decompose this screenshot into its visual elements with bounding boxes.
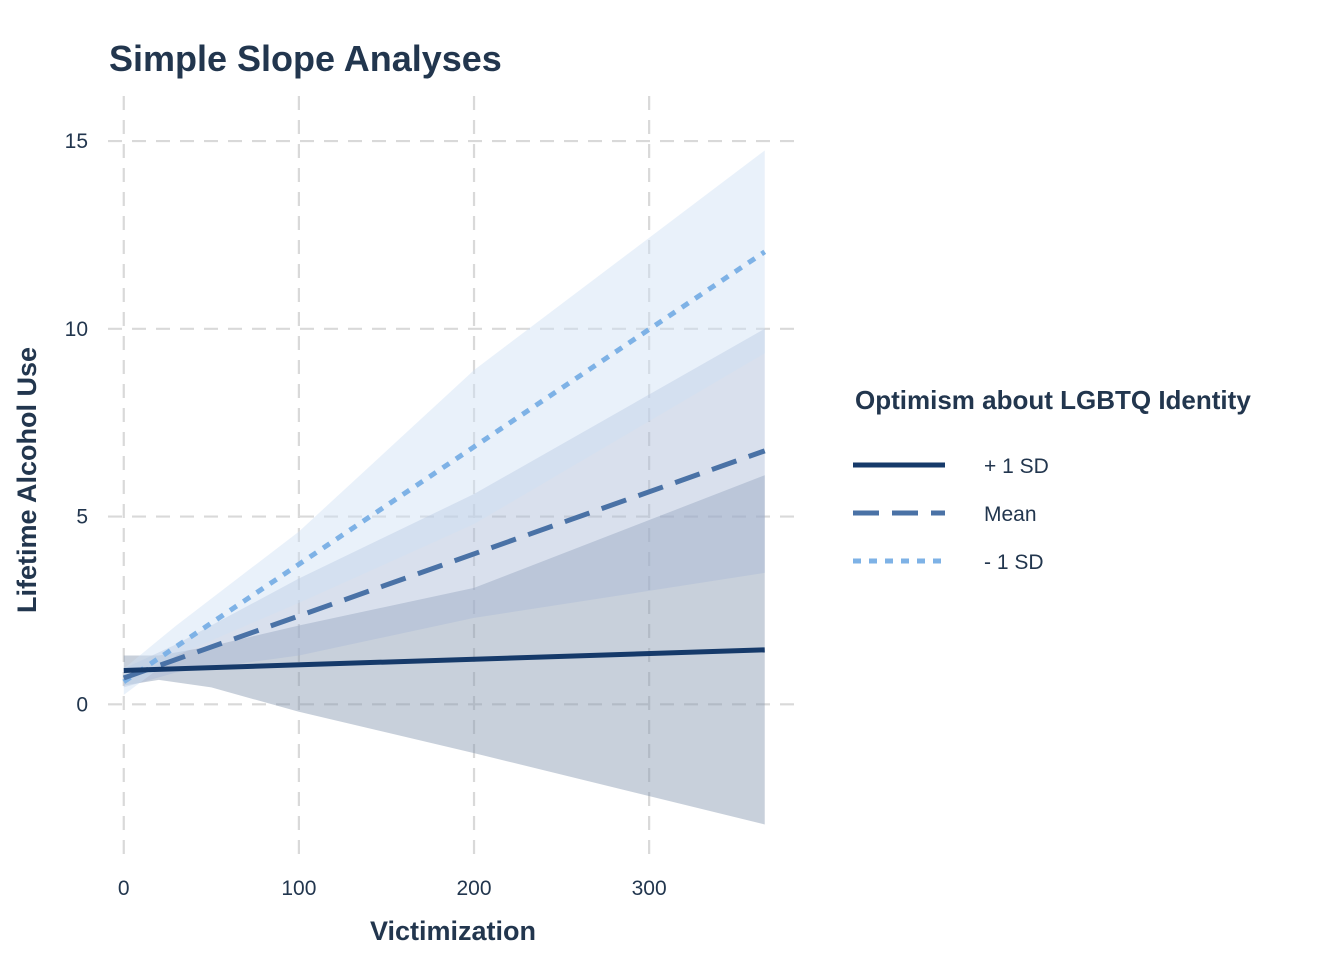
x-tick-label: 0 [118, 877, 130, 900]
chart-title: Simple Slope Analyses [109, 38, 502, 79]
x-axis-ticks: 0 100 200 300 [118, 877, 667, 900]
legend: Optimism about LGBTQ Identity + 1 SD Mean… [853, 385, 1251, 574]
legend-title: Optimism about LGBTQ Identity [855, 385, 1251, 415]
x-axis-title: Victimization [370, 916, 536, 946]
legend-label: - 1 SD [984, 551, 1044, 574]
grid [108, 96, 798, 862]
y-tick-label: 5 [76, 506, 88, 529]
y-tick-label: 10 [65, 318, 88, 341]
series-line [122, 249, 767, 684]
y-axis-ticks: 0 5 10 15 [65, 130, 88, 716]
legend-label: + 1 SD [984, 455, 1049, 478]
series-lines [122, 249, 767, 684]
y-axis-title: Lifetime Alcohol Use [12, 347, 42, 613]
confidence-ribbons [123, 150, 765, 825]
x-tick-label: 100 [281, 877, 316, 900]
legend-items: + 1 SD Mean - 1 SD [853, 455, 1049, 574]
ci-ribbon [123, 475, 765, 825]
series-line [122, 448, 766, 681]
x-tick-label: 300 [632, 877, 667, 900]
x-tick-label: 200 [456, 877, 491, 900]
ci-ribbon [123, 328, 765, 688]
y-tick-label: 0 [76, 693, 88, 716]
y-tick-label: 15 [65, 130, 88, 153]
ci-ribbon [123, 150, 765, 695]
series-line [123, 647, 765, 673]
legend-label: Mean [984, 503, 1037, 526]
